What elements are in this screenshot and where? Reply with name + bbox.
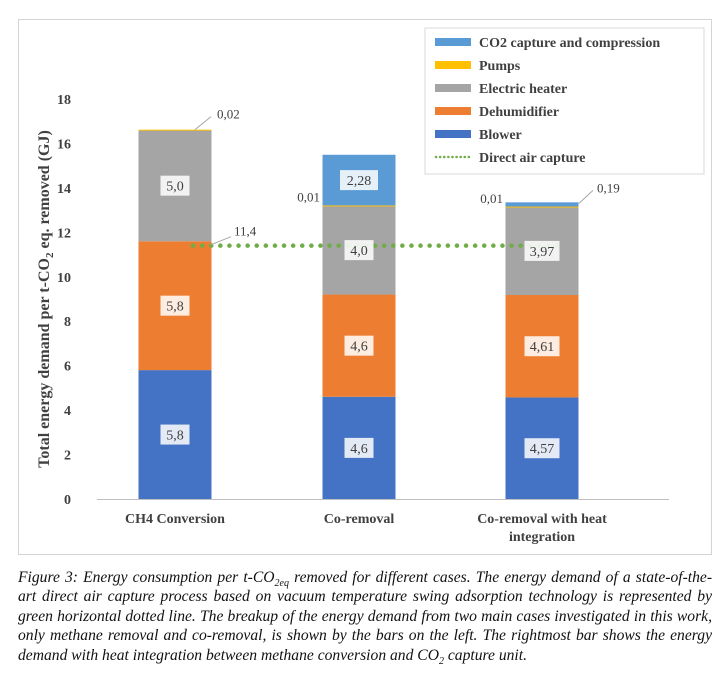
y-tick-label-6: 12: [57, 226, 71, 241]
figure-caption: Figure 3: Energy consumption per t-CO2eq…: [18, 568, 713, 667]
y-tick-label-9: 18: [57, 93, 71, 108]
data-label-blower-1: 4,6: [350, 442, 368, 457]
legend-swatch-dehumidifier: [435, 107, 471, 115]
data-label-box: [344, 240, 374, 261]
y-tick-label-7: 14: [57, 182, 71, 197]
caption-figure-label: Figure 3: Energy consumption per t-CO: [18, 569, 275, 586]
y-axis-title-subscript: 2: [44, 252, 56, 258]
data-label-leader: [194, 116, 212, 131]
data-label-co2-capture-1: 2,28: [347, 174, 372, 189]
x-category-label-2: integration: [509, 530, 575, 545]
data-label-box: [160, 424, 190, 445]
legend-label-dehumidifier: Dehumidifier: [479, 105, 559, 120]
data-label-box: [340, 170, 378, 191]
data-label-box: [344, 335, 374, 356]
bar-co2-capture-and-compression-2: [505, 202, 579, 207]
data-label-dehumidifier-0: 5,8: [166, 300, 184, 315]
chart-frame: 0 2 4 6 8 10 12 14 16 18 Total energy demand per t…: [18, 19, 712, 555]
data-label-electric-heater-0: 5,0: [166, 180, 184, 195]
y-tick-label-3: 6: [64, 360, 71, 375]
data-label-co2-capture-2: 0,19: [597, 180, 620, 195]
legend-label-electric-heater: Electric heater: [479, 82, 567, 97]
y-tick-label-5: 10: [57, 271, 71, 286]
data-label-pumps-1: 0,01: [297, 190, 320, 205]
data-label-box: [524, 336, 560, 357]
data-label-pumps-0: 0,02: [217, 107, 240, 122]
data-label-leader: [210, 236, 232, 246]
data-label-box: [160, 295, 190, 316]
y-axis-title: Total energy demand per t-CO2 eq. remove…: [36, 130, 56, 468]
y-axis-title-part: Total energy demand per t-CO: [36, 258, 53, 468]
stacked-bar-chart: 0 2 4 6 8 10 12 14 16 18 Total energy demand per t…: [36, 27, 705, 545]
x-category-label-2: Co-removal with heat: [477, 512, 607, 527]
caption-text-end: capture unit.: [443, 646, 527, 664]
x-category-label-1: Co-removal: [324, 512, 395, 527]
y-tick-label-8: 16: [57, 137, 71, 152]
x-category-label-0: CH4 Conversion: [125, 512, 225, 527]
data-label-electric-heater-2: 3,97: [530, 245, 555, 260]
legend-swatch-co2-capture-and-compression: [435, 38, 471, 46]
data-label-box: [524, 240, 560, 261]
data-label-dehumidifier-2: 4,61: [530, 340, 555, 355]
bar-pumps-2: [505, 206, 579, 208]
y-axis-title-part: eq. removed (GJ): [36, 130, 53, 252]
bar-pumps-1: [322, 205, 396, 207]
data-label-box: [524, 438, 560, 459]
caption-subscript-co2: 2: [438, 655, 444, 667]
caption-text: removed for different cases. The energy …: [18, 569, 713, 664]
data-label-blower-0: 5,8: [166, 429, 184, 444]
legend-box: [424, 27, 705, 175]
y-tick-label-2: 4: [64, 404, 71, 419]
data-label-electric-heater-1: 4,0: [350, 244, 368, 259]
bar-pumps-0: [138, 129, 212, 131]
y-tick-label-4: 8: [64, 315, 71, 330]
data-label-leader: [578, 189, 594, 204]
legend-label-co2-capture-and-compression: CO2 capture and compression: [479, 36, 660, 51]
data-label-box: [160, 175, 190, 196]
y-tick-label-1: 2: [64, 449, 71, 464]
direct-air-capture-label: 11,4: [234, 224, 257, 239]
legend-label-blower: Blower: [479, 128, 522, 143]
legend-swatch-pumps: [435, 61, 471, 69]
data-label-pumps-2: 0,01: [480, 191, 503, 206]
legend-swatch-blower: [435, 130, 471, 138]
data-label-box: [344, 437, 374, 458]
legend-swatch-electric-heater: [435, 84, 471, 92]
data-label-dehumidifier-1: 4,6: [350, 340, 368, 355]
y-tick-label-0: 0: [64, 493, 71, 508]
caption-subscript: 2eq: [274, 578, 289, 590]
data-label-blower-2: 4,57: [530, 442, 555, 457]
legend-label-pumps: Pumps: [479, 59, 521, 74]
legend-label-direct-air-capture: Direct air capture: [479, 151, 586, 166]
